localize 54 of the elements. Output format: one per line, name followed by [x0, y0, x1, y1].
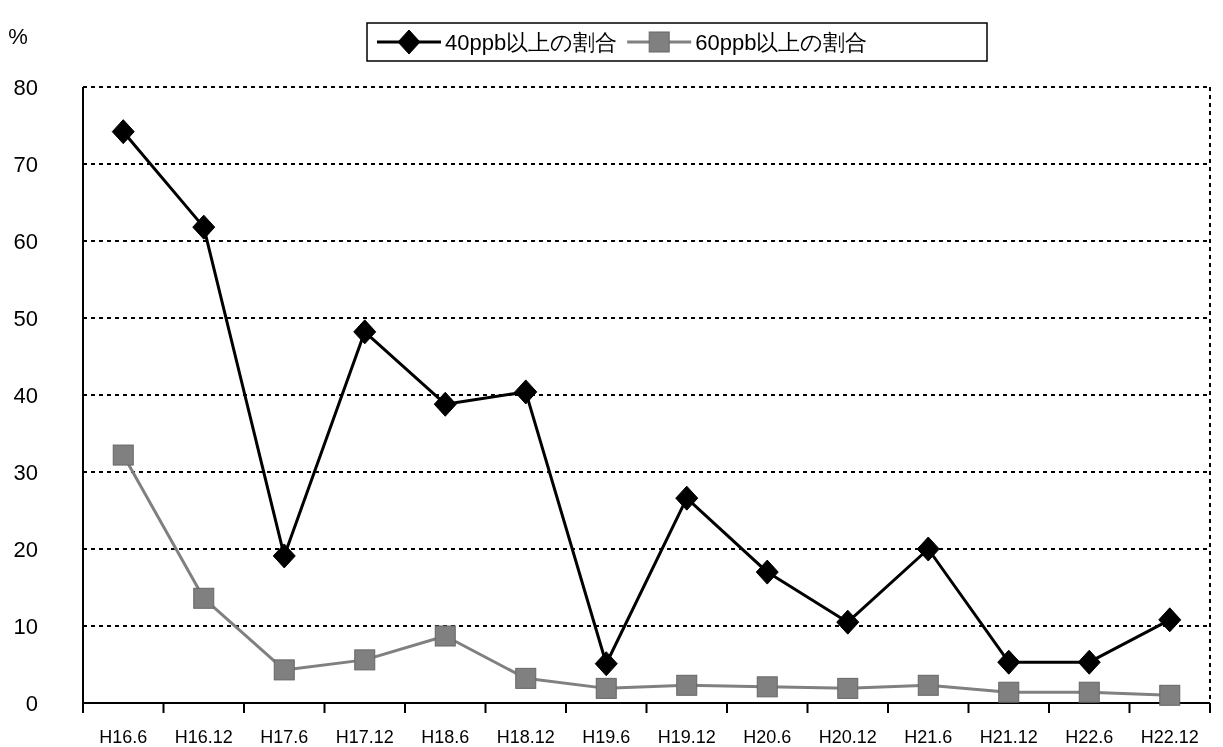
- x-tick-label: H20.12: [818, 727, 877, 747]
- x-tick-label: H22.6: [1065, 727, 1114, 747]
- point: [515, 667, 537, 689]
- point: [595, 677, 617, 699]
- y-tick-label: 70: [13, 152, 38, 177]
- point: [514, 379, 538, 405]
- point: [112, 444, 134, 466]
- point: [837, 677, 859, 699]
- x-tick-label: H22.12: [1140, 727, 1199, 747]
- y-tick-label: 60: [13, 229, 38, 254]
- point: [997, 649, 1021, 675]
- x-tick-label: H16.6: [99, 727, 148, 747]
- point: [273, 659, 295, 681]
- x-tick-label: H21.12: [979, 727, 1038, 747]
- point: [1077, 649, 1101, 675]
- point: [1159, 684, 1181, 706]
- point: [193, 587, 215, 609]
- point: [354, 649, 376, 671]
- point: [998, 681, 1020, 703]
- y-tick-label: 10: [13, 614, 38, 639]
- x-tick-label: H19.12: [657, 727, 716, 747]
- point: [676, 674, 698, 696]
- point: [434, 625, 456, 647]
- point: [272, 543, 296, 569]
- x-tick-label: H18.6: [421, 727, 470, 747]
- legend-label: 60ppb以上の割合: [695, 30, 868, 55]
- point: [675, 485, 699, 511]
- y-tick-label: 50: [13, 306, 38, 331]
- x-tick-label: H17.12: [335, 727, 394, 747]
- x-tick-label: H20.6: [743, 727, 792, 747]
- point: [836, 609, 860, 635]
- point: [433, 391, 457, 417]
- x-tick-label: H21.6: [904, 727, 953, 747]
- x-tick-label: H19.6: [582, 727, 631, 747]
- point: [192, 214, 216, 240]
- x-tick-label: H17.6: [260, 727, 309, 747]
- point: [1158, 607, 1182, 633]
- x-tick-label: H18.12: [496, 727, 555, 747]
- y-tick-label: 40: [13, 383, 38, 408]
- point: [1078, 681, 1100, 703]
- point: [917, 674, 939, 696]
- point: [353, 319, 377, 345]
- x-tick-label: H16.12: [174, 727, 233, 747]
- point: [755, 559, 779, 585]
- y-axis-title: %: [8, 24, 28, 49]
- y-tick-label: 20: [13, 537, 38, 562]
- legend-label: 40ppb以上の割合: [445, 30, 618, 55]
- point: [756, 676, 778, 698]
- y-tick-label: 0: [25, 691, 38, 716]
- point: [594, 651, 618, 677]
- point: [111, 119, 135, 145]
- point: [916, 536, 940, 562]
- y-tick-label: 30: [13, 460, 38, 485]
- y-tick-label: 80: [13, 75, 38, 100]
